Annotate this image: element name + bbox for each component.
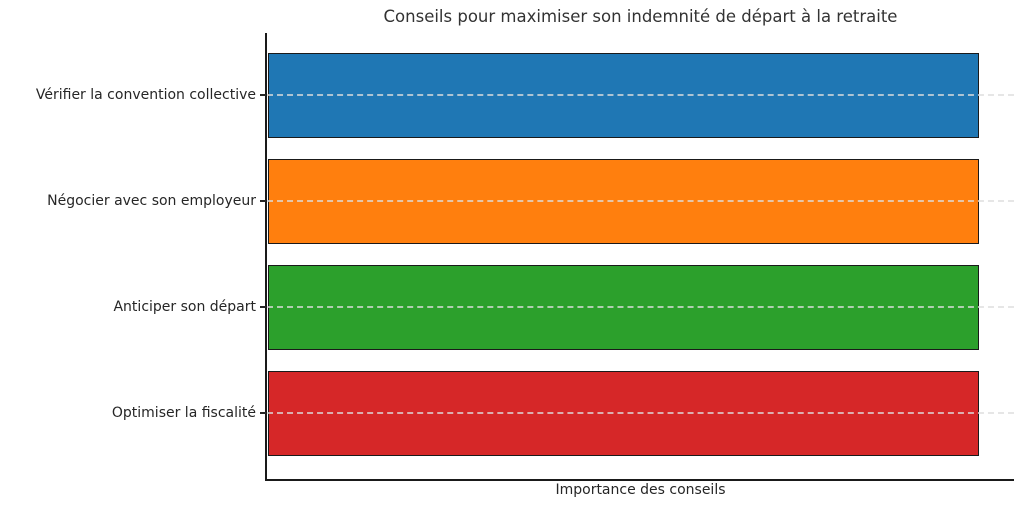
y-tick-mark (260, 94, 266, 96)
x-axis-label: Importance des conseils (555, 482, 726, 498)
y-tick-label: Optimiser la fiscalité (111, 405, 256, 421)
y-gridline (267, 94, 1014, 96)
chart-title: Conseils pour maximiser son indemnité de… (383, 7, 898, 26)
y-tick-label: Négocier avec son employeur (47, 193, 256, 209)
y-gridline (267, 412, 1014, 414)
y-tick-mark (260, 200, 266, 202)
x-axis-line (265, 479, 1014, 481)
y-tick-mark (260, 306, 266, 308)
y-gridline (267, 306, 1014, 308)
y-axis-line (265, 33, 267, 481)
y-gridline (267, 200, 1014, 202)
y-tick-label: Vérifier la convention collective (35, 87, 256, 103)
y-tick-mark (260, 412, 266, 414)
y-tick-label: Anticiper son départ (113, 299, 256, 315)
